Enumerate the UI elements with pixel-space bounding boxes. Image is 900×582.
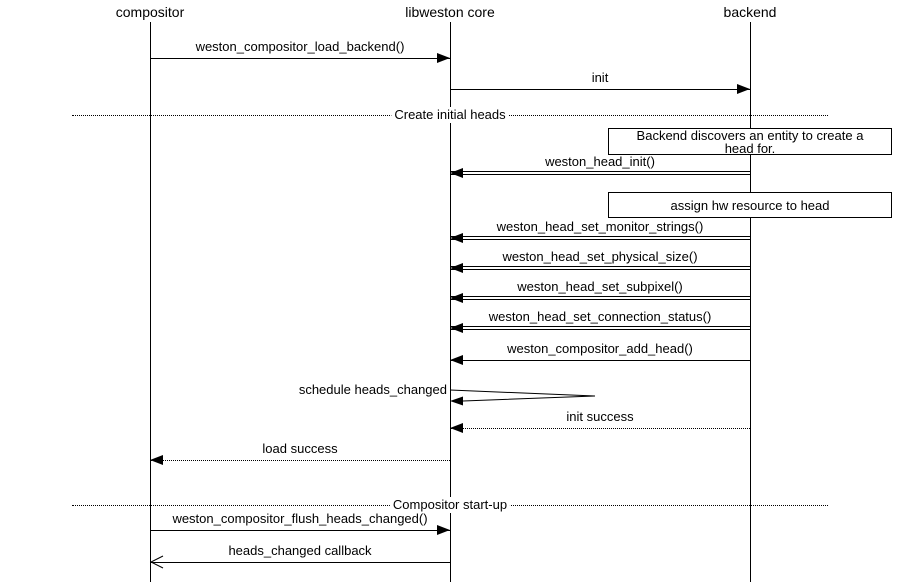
message-line <box>150 530 450 531</box>
participant-label-compositor: compositor <box>115 4 185 20</box>
message-line <box>450 296 750 297</box>
lifeline-backend <box>750 22 751 582</box>
message-line <box>150 58 450 59</box>
self-loop-arrow <box>449 389 596 406</box>
message-line <box>450 239 750 240</box>
participant-label-backend: backend <box>723 4 777 20</box>
filled-arrowhead-icon <box>450 355 463 365</box>
message-line <box>450 428 750 429</box>
note-box: Backend discovers an entity to create a … <box>608 128 892 155</box>
note-box: assign hw resource to head <box>608 192 892 218</box>
message-line <box>450 329 750 330</box>
filled-arrowhead-icon <box>450 423 463 433</box>
message-line <box>450 266 750 267</box>
message-label: weston_head_set_connection_status() <box>488 309 712 324</box>
message-line <box>450 89 750 90</box>
message-label: weston_compositor_add_head() <box>507 341 693 356</box>
message-label: weston_compositor_flush_heads_changed() <box>172 511 428 526</box>
section-divider-label: Create initial heads <box>391 107 509 123</box>
filled-arrowhead-icon <box>450 293 463 303</box>
filled-arrowhead-icon <box>450 233 463 243</box>
message-label: weston_head_init() <box>545 154 655 169</box>
message-label: weston_compositor_load_backend() <box>195 39 405 54</box>
filled-arrowhead-icon <box>450 168 463 178</box>
filled-arrowhead-icon <box>450 263 463 273</box>
message-line <box>450 299 750 300</box>
message-label: weston_head_set_subpixel() <box>517 279 683 294</box>
participant-label-libweston-core: libweston core <box>405 4 495 20</box>
message-line <box>450 171 750 172</box>
message-label: init <box>591 70 609 85</box>
message-line <box>150 562 450 563</box>
section-divider-label: Compositor start-up <box>389 497 511 513</box>
message-line <box>450 236 750 237</box>
filled-arrowhead-icon <box>150 455 163 465</box>
open-arrowhead-icon <box>149 555 164 569</box>
message-line <box>450 174 750 175</box>
lifeline-compositor <box>150 22 151 582</box>
filled-arrowhead-icon <box>737 84 750 94</box>
filled-arrowhead-icon <box>450 323 463 333</box>
message-label: weston_head_set_monitor_strings() <box>496 219 704 234</box>
filled-arrowhead-icon <box>437 525 450 535</box>
message-label: load success <box>262 441 338 456</box>
message-line <box>450 326 750 327</box>
message-label: heads_changed callback <box>228 543 372 558</box>
message-label: weston_head_set_physical_size() <box>502 249 698 264</box>
message-line <box>450 360 750 361</box>
message-label: init success <box>566 409 634 424</box>
filled-arrowhead-icon <box>437 53 450 63</box>
message-line <box>450 269 750 270</box>
message-line <box>150 460 450 461</box>
self-message-label: schedule heads_changed <box>298 382 447 397</box>
